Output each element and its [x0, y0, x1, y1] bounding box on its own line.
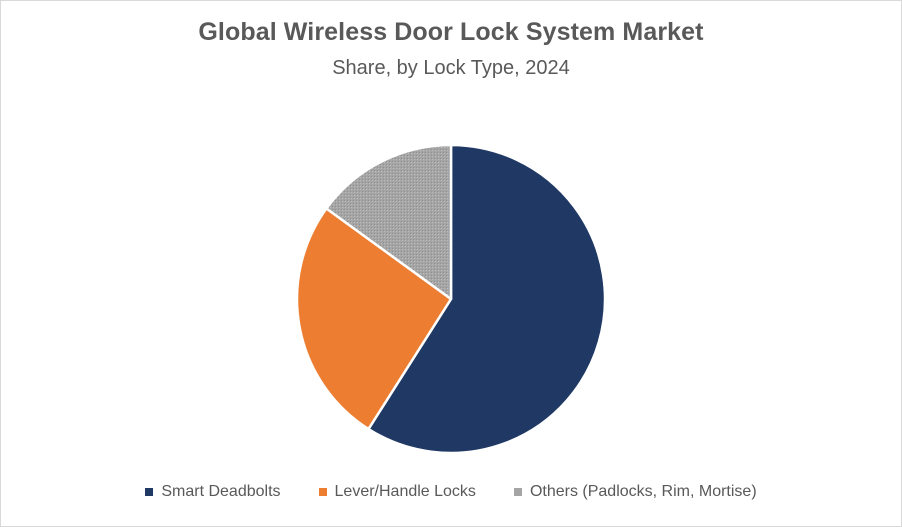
pie-slice-lever-handle-locks	[295, 207, 453, 431]
legend-item-lever-handle-locks: Lever/Handle Locks	[318, 483, 476, 501]
legend-swatch	[145, 488, 154, 496]
legend-label: Lever/Handle Locks	[334, 483, 476, 500]
legend-swatch	[318, 488, 327, 496]
pie-slice-smart-deadbolts	[367, 143, 607, 455]
legend-label: Smart Deadbolts	[161, 483, 281, 500]
chart-title: Global Wireless Door Lock System Market	[198, 18, 704, 46]
legend-item-others: Others (Padlocks, Rim, Mortise)	[513, 483, 757, 501]
legend: Smart Deadbolts Lever/Handle Locks Other…	[0, 483, 902, 501]
pie-slice-others	[325, 143, 453, 301]
legend-swatch	[513, 488, 522, 496]
chart-subtitle: Share, by Lock Type, 2024	[332, 57, 570, 79]
legend-item-smart-deadbolts: Smart Deadbolts	[145, 483, 281, 501]
legend-label: Others (Padlocks, Rim, Mortise)	[529, 483, 757, 500]
